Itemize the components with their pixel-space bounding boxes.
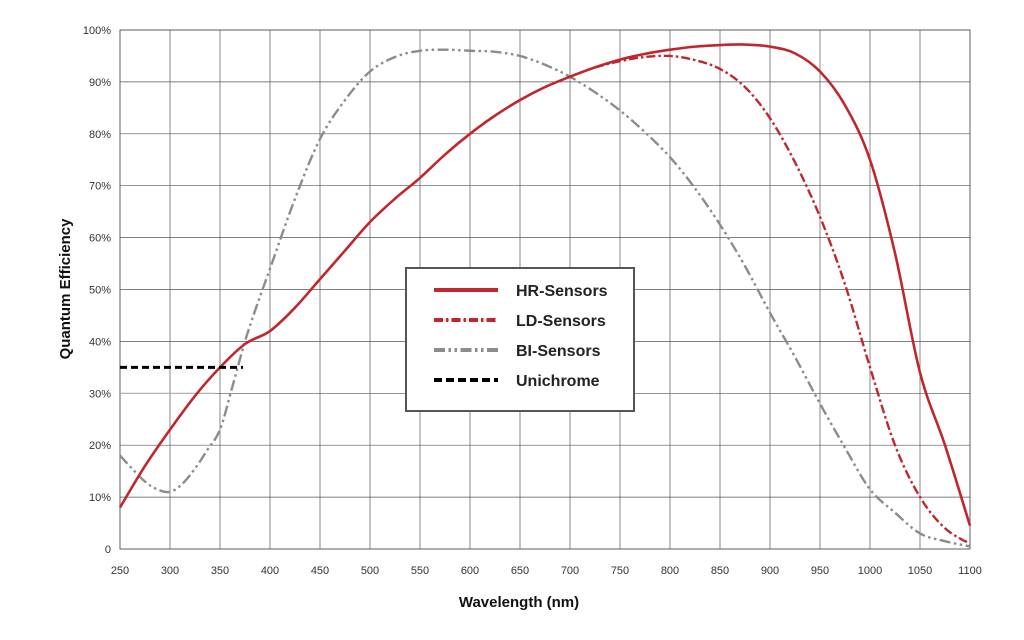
- x-tick-label-350: 350: [211, 565, 229, 577]
- y-axis-title: Quantum Efficiency: [57, 218, 74, 360]
- x-tick-label-600: 600: [461, 565, 479, 577]
- series-line-ld-sensors: [594, 54, 971, 545]
- x-tick-label-1000: 1000: [858, 565, 882, 577]
- y-tick-label-30: 30%: [89, 388, 111, 400]
- y-axis-ticks: 0 10% 20% 30% 40% 50% 60% 70% 80% 90% 100%: [83, 25, 111, 556]
- plot-border: [119, 29, 971, 550]
- x-tick-label-250: 250: [111, 565, 129, 577]
- y-tick-label-20: 20%: [89, 440, 111, 452]
- x-tick-label-550: 550: [411, 565, 429, 577]
- x-tick-label-1050: 1050: [908, 565, 932, 577]
- legend-label-ld-sensors: LD-Sensors: [516, 313, 606, 330]
- y-tick-label-60: 60%: [89, 233, 111, 245]
- y-tick-label-50: 50%: [89, 285, 111, 297]
- y-tick-label-40: 40%: [89, 336, 111, 348]
- legend-label-hr-sensors: HR-Sensors: [516, 283, 608, 300]
- y-tick-label-100: 100%: [83, 25, 111, 37]
- legend: HR-Sensors LD-Sensors BI-Sensors Unichrome: [405, 267, 635, 412]
- x-tick-label-750: 750: [611, 565, 629, 577]
- legend-label-unichrome: Unichrome: [516, 373, 600, 390]
- x-tick-label-500: 500: [361, 565, 379, 577]
- x-tick-label-900: 900: [761, 565, 779, 577]
- series-line-hr-sensors: [118, 43, 972, 527]
- y-tick-label-90: 90%: [89, 77, 111, 89]
- plot-frame: [119, 29, 971, 550]
- x-tick-label-450: 450: [311, 565, 329, 577]
- y-tick-label-0: 0: [105, 544, 111, 556]
- y-tick-label-10: 10%: [89, 492, 111, 504]
- legend-label-bi-sensors: BI-Sensors: [516, 343, 601, 360]
- x-tick-label-300: 300: [161, 565, 179, 577]
- x-tick-label-650: 650: [511, 565, 529, 577]
- series-layer: [118, 43, 972, 548]
- x-tick-label-700: 700: [561, 565, 579, 577]
- x-tick-label-950: 950: [811, 565, 829, 577]
- series-line-bi-sensors: [119, 48, 971, 548]
- x-tick-label-400: 400: [261, 565, 279, 577]
- y-tick-label-80: 80%: [89, 129, 111, 141]
- y-tick-label-70: 70%: [89, 181, 111, 193]
- x-axis-title: Wavelength (nm): [459, 594, 579, 611]
- x-tick-label-1100: 1100: [958, 565, 982, 577]
- x-axis-ticks: 250 300 350 400 450 500 550 600 650 700 750 800 850 9…: [111, 565, 982, 577]
- x-tick-label-850: 850: [711, 565, 729, 577]
- x-tick-label-800: 800: [661, 565, 679, 577]
